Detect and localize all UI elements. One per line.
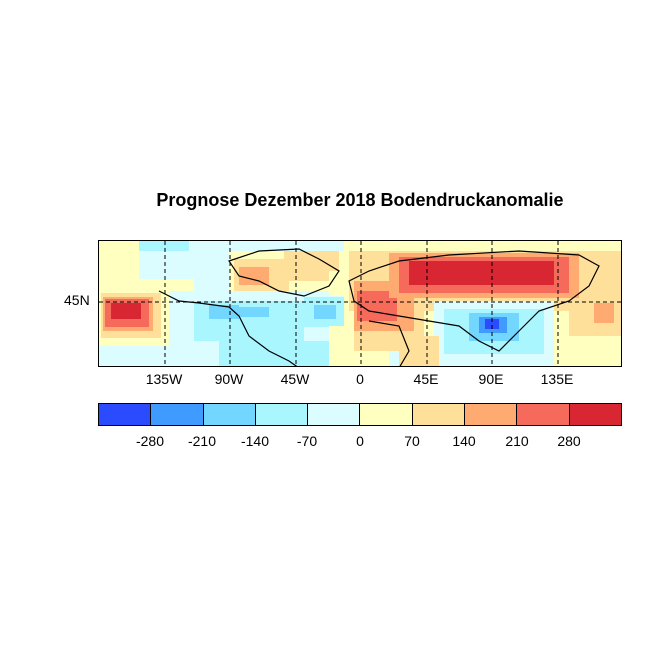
- colorbar-label: 0: [356, 433, 364, 449]
- colorbar-segment: [569, 404, 621, 425]
- colorbar-segment: [99, 404, 152, 425]
- x-tick: 45E: [413, 371, 439, 387]
- colorbar-label: -70: [296, 433, 318, 449]
- colorbar-segment: [255, 404, 309, 425]
- colorbar-segment: [465, 404, 518, 425]
- colorbar-label: 70: [404, 433, 420, 449]
- x-tick: 135E: [540, 371, 574, 387]
- x-tick: 0: [356, 371, 364, 387]
- colorbar-segment: [517, 404, 570, 425]
- colorbar-label: -280: [135, 433, 165, 449]
- colorbar-label: 140: [452, 433, 476, 449]
- x-tick: 90W: [214, 371, 244, 387]
- coastlines: [158, 248, 600, 366]
- colorbar-label: -210: [187, 433, 217, 449]
- colorbar-label: 280: [557, 433, 581, 449]
- colorbar-segment: [360, 404, 413, 425]
- colorbar-segment: [203, 404, 256, 425]
- colorbar-segment: [308, 404, 361, 425]
- colorbar-segment: [151, 404, 204, 425]
- colorbar-label: -140: [240, 433, 270, 449]
- y-tick-45n: 45N: [64, 292, 90, 308]
- x-tick: 45W: [280, 371, 310, 387]
- x-tick: 90E: [478, 371, 504, 387]
- colorbar: [98, 403, 622, 426]
- colorbar-label: 210: [505, 433, 529, 449]
- chart-title: Prognose Dezember 2018 Bodendruckanomali…: [156, 190, 564, 210]
- anomaly-field: [99, 241, 621, 366]
- colorbar-segment: [412, 404, 466, 425]
- x-tick: 135W: [145, 371, 183, 387]
- map-plot: [98, 240, 622, 367]
